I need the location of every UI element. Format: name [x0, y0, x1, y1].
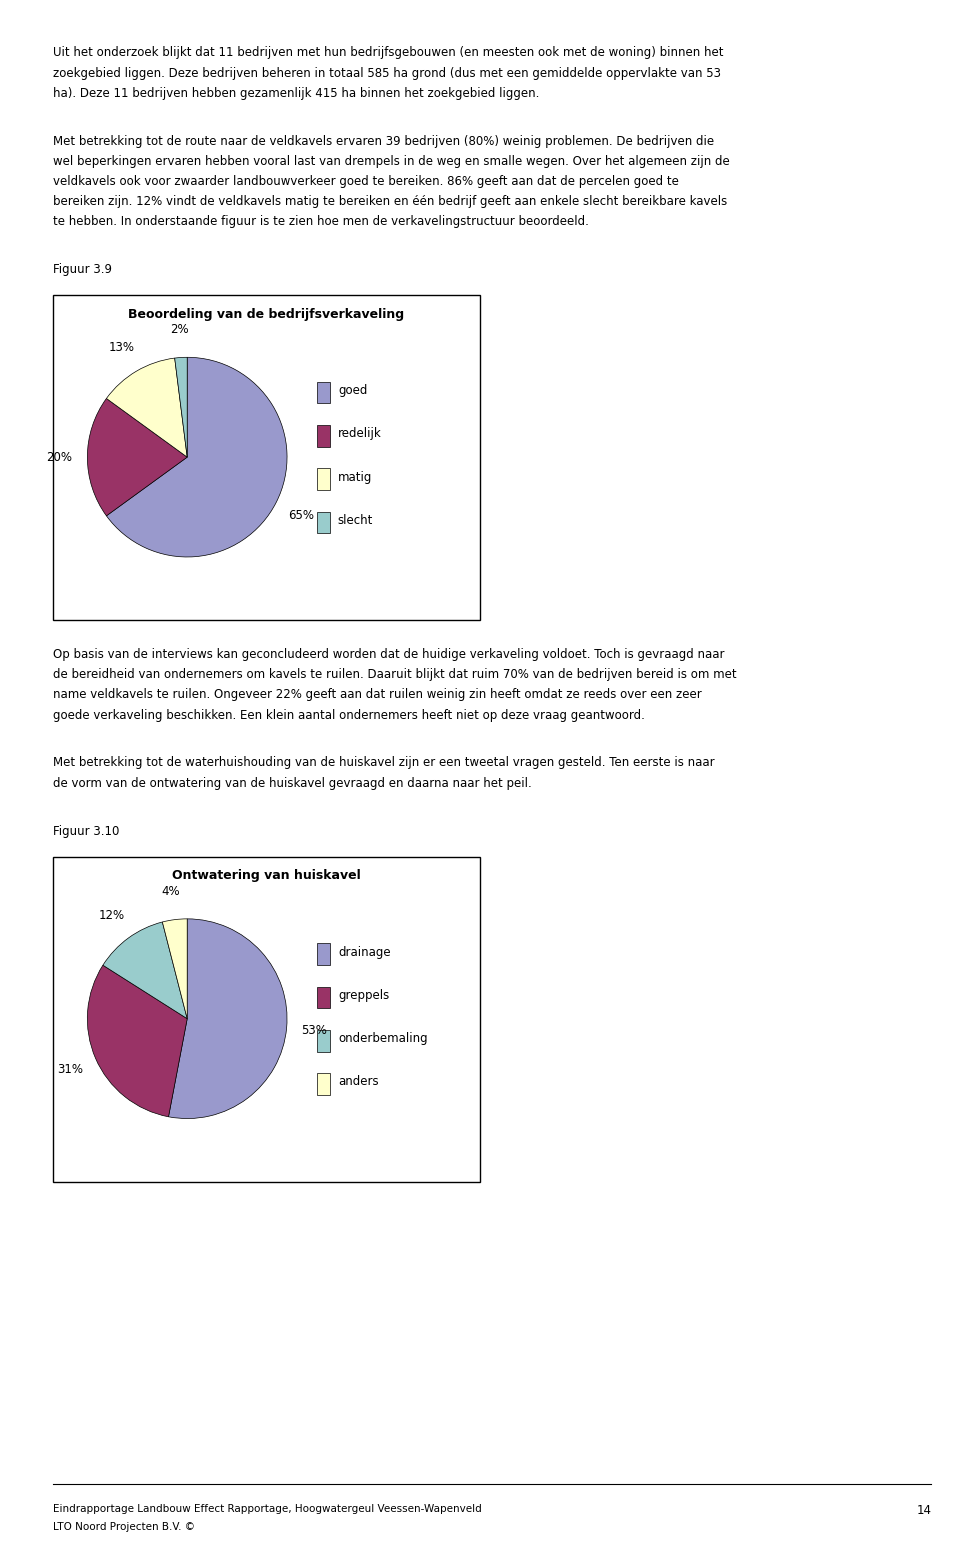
Text: ha). Deze 11 bedrijven hebben gezamenlijk 415 ha binnen het zoekgebied liggen.: ha). Deze 11 bedrijven hebben gezamenlij…	[53, 87, 540, 99]
Text: 13%: 13%	[109, 340, 135, 354]
Wedge shape	[87, 965, 187, 1117]
Text: 20%: 20%	[46, 450, 72, 464]
FancyBboxPatch shape	[317, 944, 330, 965]
Wedge shape	[87, 399, 187, 515]
Text: name veldkavels te ruilen. Ongeveer 22% geeft aan dat ruilen weinig zin heeft om: name veldkavels te ruilen. Ongeveer 22% …	[53, 688, 702, 701]
Wedge shape	[175, 357, 187, 458]
Wedge shape	[162, 919, 187, 1019]
Text: zoekgebied liggen. Deze bedrijven beheren in totaal 585 ha grond (dus met een ge: zoekgebied liggen. Deze bedrijven behere…	[53, 67, 721, 79]
Text: redelijk: redelijk	[338, 427, 382, 441]
Text: Met betrekking tot de route naar de veldkavels ervaren 39 bedrijven (80%) weinig: Met betrekking tot de route naar de veld…	[53, 135, 714, 147]
Wedge shape	[107, 357, 187, 458]
Text: 12%: 12%	[99, 908, 125, 922]
Text: wel beperkingen ervaren hebben vooral last van drempels in de weg en smalle wege: wel beperkingen ervaren hebben vooral la…	[53, 155, 730, 167]
Text: Uit het onderzoek blijkt dat 11 bedrijven met hun bedrijfsgebouwen (en meesten o: Uit het onderzoek blijkt dat 11 bedrijve…	[53, 46, 723, 59]
Text: de vorm van de ontwatering van de huiskavel gevraagd en daarna naar het peil.: de vorm van de ontwatering van de huiska…	[53, 777, 532, 789]
Text: 31%: 31%	[57, 1063, 83, 1077]
Text: 14: 14	[916, 1504, 931, 1516]
Text: Met betrekking tot de waterhuishouding van de huiskavel zijn er een tweetal vrag: Met betrekking tot de waterhuishouding v…	[53, 756, 714, 769]
FancyBboxPatch shape	[53, 295, 480, 620]
Text: bereiken zijn. 12% vindt de veldkavels matig te bereiken en één bedrijf geeft aa: bereiken zijn. 12% vindt de veldkavels m…	[53, 195, 727, 207]
Text: Eindrapportage Landbouw Effect Rapportage, Hoogwatergeul Veessen-Wapenveld: Eindrapportage Landbouw Effect Rapportag…	[53, 1504, 482, 1513]
Text: goede verkaveling beschikken. Een klein aantal ondernemers heeft niet op deze vr: goede verkaveling beschikken. Een klein …	[53, 709, 645, 721]
Text: Beoordeling van de bedrijfsverkaveling: Beoordeling van de bedrijfsverkaveling	[129, 308, 404, 320]
Text: 2%: 2%	[170, 323, 188, 336]
Text: drainage: drainage	[338, 945, 391, 959]
Text: 65%: 65%	[288, 509, 314, 521]
Text: veldkavels ook voor zwaarder landbouwverkeer goed te bereiken. 86% geeft aan dat: veldkavels ook voor zwaarder landbouwver…	[53, 175, 679, 187]
Text: 53%: 53%	[301, 1024, 327, 1036]
Text: Figuur 3.10: Figuur 3.10	[53, 825, 119, 837]
Text: 4%: 4%	[162, 885, 180, 899]
Text: slecht: slecht	[338, 514, 373, 528]
FancyBboxPatch shape	[317, 512, 330, 534]
Wedge shape	[103, 922, 187, 1019]
Text: Op basis van de interviews kan geconcludeerd worden dat de huidige verkaveling v: Op basis van de interviews kan geconclud…	[53, 648, 724, 661]
Text: onderbemaling: onderbemaling	[338, 1032, 427, 1046]
Wedge shape	[107, 357, 287, 557]
FancyBboxPatch shape	[317, 987, 330, 1009]
Text: Ontwatering van huiskavel: Ontwatering van huiskavel	[172, 869, 361, 882]
Text: matig: matig	[338, 470, 372, 484]
Text: anders: anders	[338, 1075, 378, 1089]
FancyBboxPatch shape	[317, 1074, 330, 1095]
Wedge shape	[169, 919, 287, 1118]
FancyBboxPatch shape	[317, 425, 330, 447]
Text: goed: goed	[338, 384, 368, 398]
Text: greppels: greppels	[338, 989, 389, 1002]
FancyBboxPatch shape	[53, 857, 480, 1182]
Text: LTO Noord Projecten B.V. ©: LTO Noord Projecten B.V. ©	[53, 1522, 195, 1532]
Text: te hebben. In onderstaande figuur is te zien hoe men de verkavelingstructuur beo: te hebben. In onderstaande figuur is te …	[53, 215, 588, 227]
Text: Figuur 3.9: Figuur 3.9	[53, 263, 111, 275]
Text: de bereidheid van ondernemers om kavels te ruilen. Daaruit blijkt dat ruim 70% v: de bereidheid van ondernemers om kavels …	[53, 668, 736, 681]
FancyBboxPatch shape	[317, 1030, 330, 1052]
FancyBboxPatch shape	[317, 382, 330, 404]
FancyBboxPatch shape	[317, 469, 330, 490]
